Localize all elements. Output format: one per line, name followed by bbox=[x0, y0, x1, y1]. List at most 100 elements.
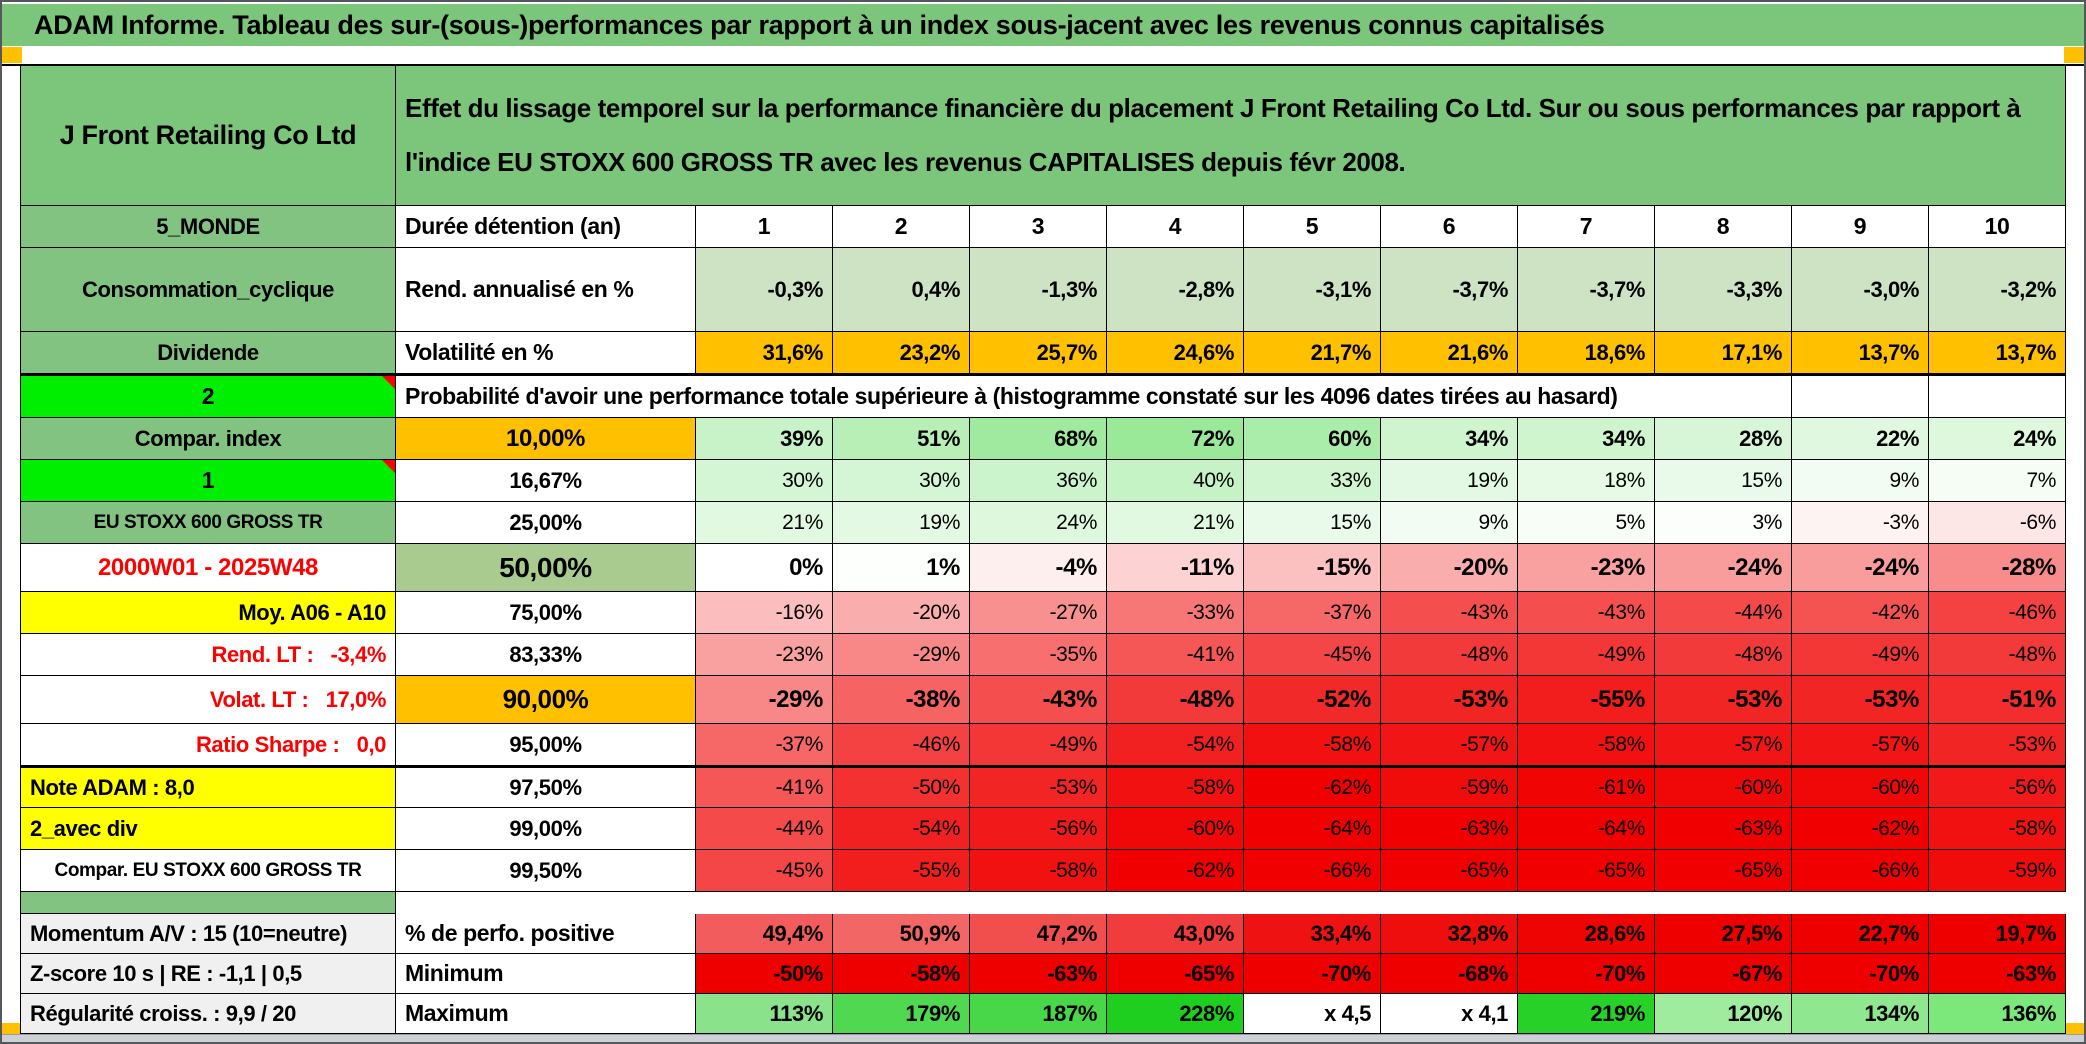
quantile-label[interactable]: 95,00% bbox=[396, 724, 696, 766]
cell[interactable]: 13,7% bbox=[1792, 332, 1929, 376]
cell[interactable]: 15% bbox=[1655, 460, 1792, 502]
quantile-label[interactable]: 50,00% bbox=[396, 544, 696, 592]
cell[interactable]: -2,8% bbox=[1107, 248, 1244, 332]
cell[interactable]: 21% bbox=[696, 502, 833, 544]
cell[interactable]: -11% bbox=[1107, 544, 1244, 592]
cell[interactable]: -55% bbox=[833, 850, 970, 892]
cell[interactable]: -42% bbox=[1792, 592, 1929, 634]
cell[interactable]: -53% bbox=[1929, 724, 2066, 766]
cell[interactable]: -58% bbox=[970, 850, 1107, 892]
cell[interactable]: -62% bbox=[1107, 850, 1244, 892]
index-tag[interactable]: EU STOXX 600 GROSS TR bbox=[21, 502, 396, 544]
cell[interactable]: 3 bbox=[970, 206, 1107, 248]
cell[interactable]: 8 bbox=[1655, 206, 1792, 248]
cell[interactable]: 219% bbox=[1518, 994, 1655, 1034]
cell[interactable]: -57% bbox=[1792, 724, 1929, 766]
cell[interactable]: 28,6% bbox=[1518, 914, 1655, 954]
cell[interactable]: -65% bbox=[1655, 850, 1792, 892]
cell[interactable]: -65% bbox=[1518, 850, 1655, 892]
cell[interactable]: 51% bbox=[833, 418, 970, 460]
cell[interactable] bbox=[1929, 376, 2066, 418]
cell[interactable]: -55% bbox=[1518, 676, 1655, 724]
cell[interactable]: -50% bbox=[696, 954, 833, 994]
cell[interactable]: -65% bbox=[1381, 850, 1518, 892]
cell[interactable]: 187% bbox=[970, 994, 1107, 1034]
cell[interactable]: -58% bbox=[1929, 808, 2066, 850]
cell[interactable]: 0,4% bbox=[833, 248, 970, 332]
cell[interactable]: -37% bbox=[1244, 592, 1381, 634]
cell[interactable]: 19,7% bbox=[1929, 914, 2066, 954]
cell[interactable]: -3,0% bbox=[1792, 248, 1929, 332]
cell[interactable]: -64% bbox=[1244, 808, 1381, 850]
cell[interactable]: 30% bbox=[833, 460, 970, 502]
cell[interactable]: -33% bbox=[1107, 592, 1244, 634]
cell[interactable]: -46% bbox=[1929, 592, 2066, 634]
cell[interactable]: 22,7% bbox=[1792, 914, 1929, 954]
cell-with-comment[interactable]: 2 bbox=[21, 376, 396, 418]
cell[interactable]: -67% bbox=[1655, 954, 1792, 994]
cell[interactable]: -43% bbox=[970, 676, 1107, 724]
cell[interactable]: -58% bbox=[833, 954, 970, 994]
cell[interactable]: -29% bbox=[696, 676, 833, 724]
cell[interactable]: -28% bbox=[1929, 544, 2066, 592]
cell[interactable]: 34% bbox=[1518, 418, 1655, 460]
cell[interactable]: -45% bbox=[1244, 634, 1381, 676]
portfolio-tag[interactable]: 5_MONDE bbox=[21, 206, 396, 248]
cell[interactable]: 31,6% bbox=[696, 332, 833, 376]
row-tag[interactable]: Moy. A06 - A10 bbox=[21, 592, 396, 634]
cell[interactable]: -3,1% bbox=[1244, 248, 1381, 332]
cell[interactable]: 50,9% bbox=[833, 914, 970, 954]
cell[interactable]: 21,6% bbox=[1381, 332, 1518, 376]
sector-tag[interactable]: Consommation_cyclique bbox=[21, 248, 396, 332]
cell[interactable]: -43% bbox=[1518, 592, 1655, 634]
cell[interactable]: -0,3% bbox=[696, 248, 833, 332]
cell[interactable]: 7 bbox=[1518, 206, 1655, 248]
cell[interactable]: -3% bbox=[1792, 502, 1929, 544]
stat-note-adam[interactable]: Note ADAM : 8,0 bbox=[21, 766, 396, 808]
cell[interactable]: 36% bbox=[970, 460, 1107, 502]
quantile-label[interactable]: 75,00% bbox=[396, 592, 696, 634]
cell[interactable]: 60% bbox=[1244, 418, 1381, 460]
cell[interactable]: -23% bbox=[696, 634, 833, 676]
cell[interactable]: -66% bbox=[1792, 850, 1929, 892]
cell[interactable]: -46% bbox=[833, 724, 970, 766]
row-label[interactable]: Minimum bbox=[396, 954, 696, 994]
cell[interactable]: 9% bbox=[1381, 502, 1518, 544]
quantile-label[interactable]: 97,50% bbox=[396, 766, 696, 808]
cell[interactable]: 18,6% bbox=[1518, 332, 1655, 376]
cell[interactable]: -57% bbox=[1381, 724, 1518, 766]
cell[interactable]: 3% bbox=[1655, 502, 1792, 544]
cell[interactable]: 21,7% bbox=[1244, 332, 1381, 376]
row-tag[interactable]: 2_avec div bbox=[21, 808, 396, 850]
stat-rendement-lt[interactable]: Rend. LT : -3,4% bbox=[21, 634, 396, 676]
cell[interactable]: -48% bbox=[1381, 634, 1518, 676]
cell[interactable]: 33,4% bbox=[1244, 914, 1381, 954]
cell[interactable]: 6 bbox=[1381, 206, 1518, 248]
stat-regularite[interactable]: Régularité croiss. : 9,9 / 20 bbox=[21, 994, 396, 1034]
cell[interactable]: -48% bbox=[1929, 634, 2066, 676]
quantile-label[interactable]: 99,00% bbox=[396, 808, 696, 850]
cell[interactable]: -49% bbox=[1792, 634, 1929, 676]
cell-with-comment[interactable]: 1 bbox=[21, 460, 396, 502]
cell[interactable]: x 4,5 bbox=[1244, 994, 1381, 1034]
row-label[interactable]: Rend. annualisé en % bbox=[396, 248, 696, 332]
cell[interactable]: -62% bbox=[1792, 808, 1929, 850]
stat-momentum[interactable]: Momentum A/V : 15 (10=neutre) bbox=[21, 914, 396, 954]
cell[interactable]: -45% bbox=[696, 850, 833, 892]
cell[interactable]: -50% bbox=[833, 766, 970, 808]
cell[interactable]: x 4,1 bbox=[1381, 994, 1518, 1034]
cell[interactable]: 24% bbox=[970, 502, 1107, 544]
cell[interactable]: -23% bbox=[1518, 544, 1655, 592]
cell[interactable]: 19% bbox=[833, 502, 970, 544]
quantile-label[interactable]: 99,50% bbox=[396, 850, 696, 892]
cell[interactable]: 49,4% bbox=[696, 914, 833, 954]
cell[interactable]: -3,7% bbox=[1518, 248, 1655, 332]
cell[interactable]: -53% bbox=[1655, 676, 1792, 724]
cell[interactable]: -63% bbox=[1929, 954, 2066, 994]
cell[interactable]: -63% bbox=[1655, 808, 1792, 850]
stat-volatilite-lt[interactable]: Volat. LT : 17,0% bbox=[21, 676, 396, 724]
quantile-label[interactable]: 25,00% bbox=[396, 502, 696, 544]
cell[interactable]: -63% bbox=[970, 954, 1107, 994]
cell[interactable]: 27,5% bbox=[1655, 914, 1792, 954]
cell[interactable]: -70% bbox=[1518, 954, 1655, 994]
